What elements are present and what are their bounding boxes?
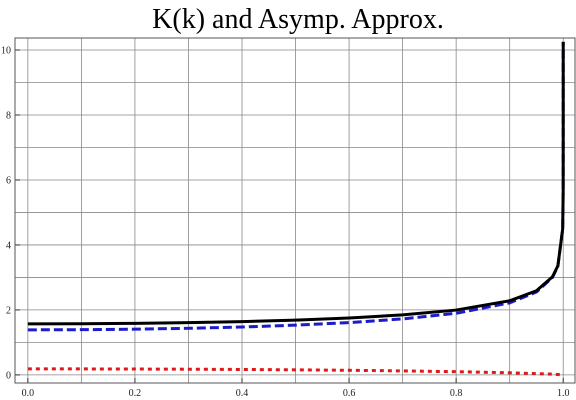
x-tick-label: 1.0 xyxy=(557,388,570,399)
series-line xyxy=(27,41,565,326)
x-tick-label: 0.6 xyxy=(343,388,356,399)
y-tick-label: 2 xyxy=(6,305,11,316)
x-tick-label: 0.4 xyxy=(236,388,249,399)
x-tick-label: 0.8 xyxy=(450,388,463,399)
plot-frame xyxy=(14,37,576,384)
y-tick-label: 8 xyxy=(6,110,11,121)
y-tick-label: 0 xyxy=(6,370,11,381)
y-tick-label: 4 xyxy=(6,240,11,251)
x-tick-label: 0.2 xyxy=(129,388,142,399)
y-tick-label: 10 xyxy=(1,46,11,57)
y-tick-label: 6 xyxy=(6,175,11,186)
x-tick-label: 0.0 xyxy=(22,388,35,399)
chart-title: K(k) and Asymp. Approx. xyxy=(152,4,444,35)
